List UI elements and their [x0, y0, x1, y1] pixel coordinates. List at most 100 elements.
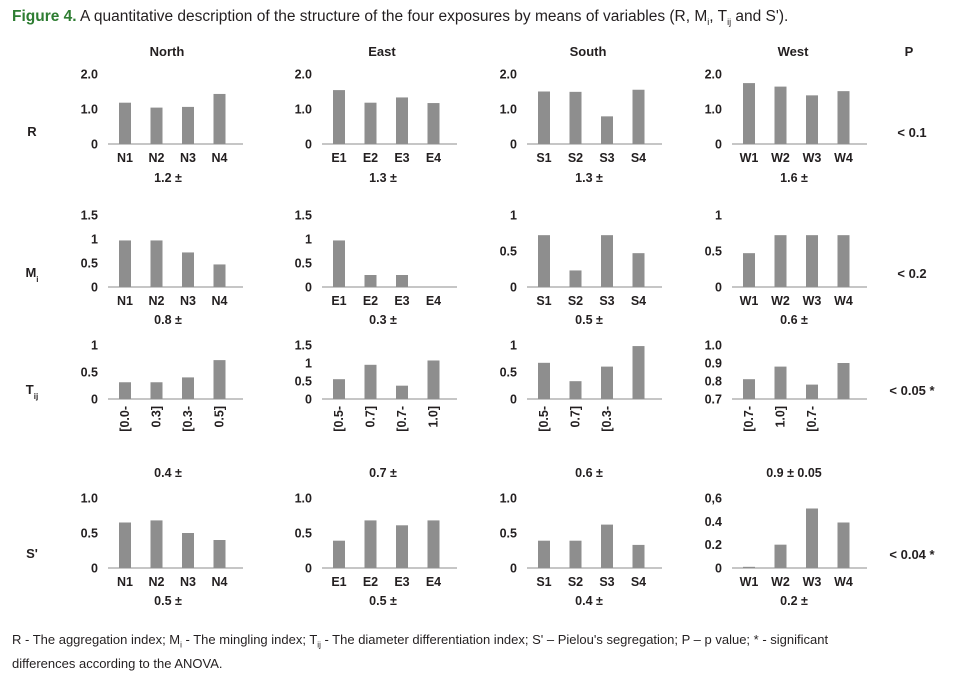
bar-s-south-1 — [538, 540, 550, 568]
x-label-mi-north: N3 — [180, 294, 196, 308]
bar-mi-south-3 — [601, 235, 613, 287]
bar-tij-east-3 — [396, 385, 408, 399]
x-label-r-north: N3 — [180, 151, 196, 165]
bar-mi-south-2 — [569, 270, 582, 287]
bar-s-north-1 — [119, 522, 131, 568]
summary-s-west: 0.2 ± — [780, 594, 808, 608]
x-label-s-south: S2 — [568, 575, 583, 589]
bar-s-west-3 — [806, 508, 818, 568]
caption-text-mid: , T — [709, 8, 728, 25]
bar-r-east-3 — [396, 97, 408, 144]
column-header-west: West — [778, 44, 809, 59]
y-tick-r-north: 0 — [91, 138, 98, 152]
footnote-text-b: - The mingling index; T — [181, 632, 318, 647]
y-tick-r-south: 1.0 — [500, 103, 517, 117]
y-tick-s-north: 1.0 — [81, 492, 98, 506]
x-label-r-north: N2 — [149, 151, 165, 165]
y-tick-tij-north: 1 — [91, 339, 98, 353]
x-label-tij-north: 0.5] — [213, 406, 227, 428]
x-label-r-east: E2 — [363, 151, 378, 165]
bar-tij-north-4 — [213, 360, 226, 399]
bar-tij-east-4 — [427, 360, 440, 399]
bar-r-west-3 — [806, 95, 818, 144]
bar-r-north-3 — [182, 106, 194, 144]
x-label-mi-east: E2 — [363, 294, 378, 308]
x-label-mi-south: S3 — [599, 294, 614, 308]
summary-s-south: 0.4 ± — [575, 594, 603, 608]
x-label-s-west: W2 — [771, 575, 790, 589]
caption-text: A quantitative description of the struct… — [76, 8, 708, 25]
bar-tij-east-1 — [333, 379, 345, 399]
bar-tij-north-1 — [119, 382, 131, 399]
summary-r-north: 1.2 ± — [154, 171, 182, 185]
y-tick-r-east: 2.0 — [295, 68, 312, 82]
p-header: P — [905, 44, 914, 59]
bar-tij-south-2 — [569, 381, 582, 399]
y-tick-tij-east: 0.5 — [295, 375, 312, 389]
y-tick-mi-north: 1.5 — [81, 209, 98, 223]
x-label-s-east: E3 — [394, 575, 409, 589]
x-label-r-west: W1 — [740, 151, 759, 165]
bar-tij-south-1 — [538, 362, 550, 399]
summary-s-east: 0.5 ± — [369, 594, 397, 608]
x-label-r-east: E3 — [394, 151, 409, 165]
bar-r-south-4 — [632, 89, 645, 144]
x-label-s-north: N2 — [149, 575, 165, 589]
bar-mi-north-2 — [150, 240, 163, 287]
summary-mi-east: 0.3 ± — [369, 313, 397, 327]
bar-s-north-4 — [213, 540, 226, 568]
x-label-r-south: S4 — [631, 151, 646, 165]
summary-mi-south: 0.5 ± — [575, 313, 603, 327]
footnote-sub-ij: ij — [317, 640, 321, 650]
x-label-tij-south: [0.3- — [600, 406, 614, 432]
p-value-m: < 0.2 — [897, 266, 926, 281]
bar-mi-east-3 — [396, 275, 408, 287]
y-tick-s-east: 1.0 — [295, 492, 312, 506]
bar-r-east-4 — [427, 103, 440, 144]
y-tick-mi-east: 0 — [305, 281, 312, 295]
column-header-east: East — [368, 44, 396, 59]
x-label-mi-south: S4 — [631, 294, 646, 308]
p-value-r: < 0.1 — [897, 125, 926, 140]
summary-tij-south: 0.6 ± — [575, 466, 603, 480]
y-tick-s-south: 0.5 — [500, 527, 517, 541]
x-label-tij-east: [0.5- — [332, 406, 346, 432]
x-label-tij-west: [0.7- — [805, 406, 819, 432]
y-tick-r-west: 2.0 — [705, 68, 722, 82]
y-tick-tij-south: 0 — [510, 393, 517, 407]
bar-s-west-2 — [774, 544, 787, 568]
row-label-m: Mi — [25, 265, 38, 284]
y-tick-mi-north: 0.5 — [81, 257, 98, 271]
y-tick-r-north: 2.0 — [81, 68, 98, 82]
x-label-tij-west: 1.0] — [774, 406, 788, 428]
caption-text-end: and S'). — [731, 8, 789, 25]
summary-tij-west: 0.9 ± 0.05 — [766, 466, 822, 480]
x-label-r-south: S1 — [536, 151, 551, 165]
bar-mi-west-3 — [806, 235, 818, 287]
bar-tij-south-3 — [601, 366, 613, 399]
x-label-r-south: S3 — [599, 151, 614, 165]
summary-r-west: 1.6 ± — [780, 171, 808, 185]
bar-r-south-1 — [538, 91, 550, 144]
x-label-tij-west: [0.7- — [742, 406, 756, 432]
y-tick-mi-south: 0 — [510, 281, 517, 295]
y-tick-r-east: 1.0 — [295, 103, 312, 117]
summary-tij-north: 0.4 ± — [154, 466, 182, 480]
bar-tij-west-3 — [806, 384, 818, 399]
y-tick-r-east: 0 — [305, 138, 312, 152]
x-label-s-south: S3 — [599, 575, 614, 589]
x-label-r-east: E1 — [331, 151, 346, 165]
y-tick-s-south: 0 — [510, 562, 517, 576]
bar-r-north-4 — [213, 93, 226, 144]
x-label-tij-east: 0.7] — [364, 406, 378, 428]
x-label-tij-north: [0.0- — [118, 406, 132, 432]
caption-sub-i: i — [707, 17, 710, 28]
y-tick-r-west: 0 — [715, 138, 722, 152]
x-label-mi-north: N4 — [212, 294, 228, 308]
x-label-r-north: N1 — [117, 151, 133, 165]
bar-r-east-1 — [333, 90, 345, 144]
x-label-r-west: W4 — [834, 151, 853, 165]
bar-s-south-3 — [601, 524, 613, 568]
bar-r-north-2 — [150, 107, 163, 144]
